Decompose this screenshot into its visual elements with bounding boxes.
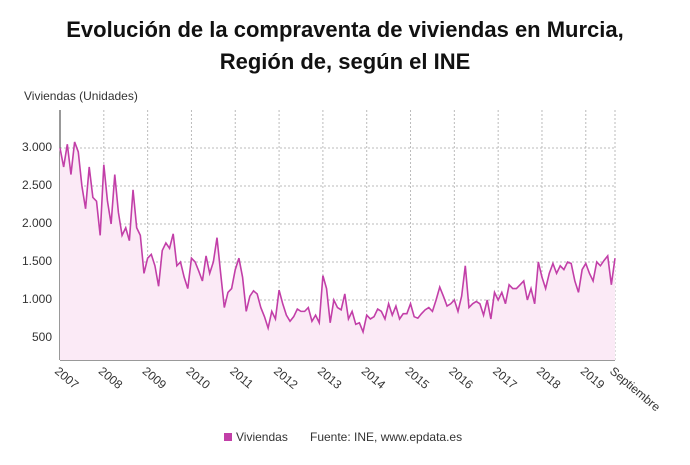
x-tick-label: 2016 <box>446 364 476 392</box>
x-tick-label: Septiembre <box>607 364 663 414</box>
x-tick-label: 2010 <box>183 364 213 392</box>
y-tick-label: 1.500 <box>22 254 52 268</box>
y-tick-label: 2.500 <box>22 178 52 192</box>
x-tick-label: 2007 <box>52 364 82 392</box>
legend-swatch <box>224 433 232 441</box>
x-tick-label: 2009 <box>140 364 170 392</box>
chart-title: Evolución de la compraventa de viviendas… <box>66 17 624 74</box>
line <box>59 141 616 335</box>
x-tick-label: 2015 <box>403 364 433 392</box>
x-tick-label: 2018 <box>534 364 564 392</box>
x-tick-label: 2008 <box>96 364 126 392</box>
x-tick-label: 2017 <box>490 364 520 392</box>
y-tick-label: 500 <box>32 330 52 344</box>
source: Fuente: INE, www.epdata.es <box>310 430 462 444</box>
x-tick-label: 2012 <box>271 364 301 392</box>
legend-label: Viviendas <box>236 430 288 444</box>
x-tick-label: 2011 <box>227 364 256 392</box>
y-tick-label: 3.000 <box>22 140 52 154</box>
y-tick-label: 2.000 <box>22 216 52 230</box>
y-axis-label: Viviendas (Unidades) <box>24 89 138 103</box>
x-tick-label: 2014 <box>359 364 389 392</box>
x-tick-label: 2019 <box>578 364 608 392</box>
area <box>60 141 615 360</box>
x-tick-label: 2013 <box>315 364 345 392</box>
y-tick-label: 1.000 <box>22 292 52 306</box>
